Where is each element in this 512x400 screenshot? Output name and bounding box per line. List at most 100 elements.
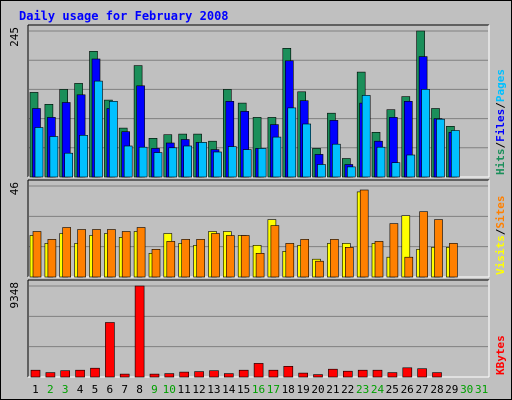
bar-pages-day-21 <box>332 143 341 178</box>
x-tick-label-day-23: 23 <box>356 383 369 396</box>
bar-pages-day-10 <box>168 147 178 178</box>
legend-item-sites: Sites <box>494 196 507 229</box>
bar-kbytes-day-21 <box>328 368 338 378</box>
bar-kbytes-day-11 <box>179 371 189 378</box>
bar-sites-day-10 <box>166 241 176 278</box>
bar-sites-day-23 <box>359 189 369 278</box>
x-tick-label-day-8: 8 <box>136 383 143 396</box>
x-tick-label-day-6: 6 <box>106 383 113 396</box>
x-tick-label-day-5: 5 <box>92 383 99 396</box>
x-tick-label-day-3: 3 <box>62 383 69 396</box>
bar-kbytes-day-28 <box>432 372 442 378</box>
bar-sites-day-6 <box>107 229 116 278</box>
bar-pages-day-8 <box>138 146 148 178</box>
bar-kbytes-day-14 <box>224 373 234 378</box>
bar-sites-day-13 <box>211 233 220 278</box>
x-tick-label-day-10: 10 <box>163 383 176 396</box>
bar-pages-day-9 <box>153 152 163 178</box>
bar-kbytes-day-16 <box>253 363 264 378</box>
legend-item-pages: Pages <box>494 69 507 102</box>
legend-separator: / <box>494 142 507 149</box>
bar-kbytes-day-5 <box>90 367 100 378</box>
bar-pages-day-17 <box>272 136 282 178</box>
legend-item-hits: Hits <box>494 149 507 176</box>
x-tick-label-day-29: 29 <box>445 383 458 396</box>
bar-pages-day-22 <box>346 166 356 178</box>
legend-hits-files-pages: Hits/Files/Pages <box>494 69 507 175</box>
legend-item-kbytes: KBytes <box>494 335 507 375</box>
bar-kbytes-day-9 <box>149 373 160 378</box>
x-tick-label-day-14: 14 <box>222 383 236 396</box>
bar-kbytes-day-13 <box>209 370 219 378</box>
bar-kbytes-day-24 <box>372 369 383 378</box>
bar-pages-day-23 <box>361 95 371 178</box>
bar-sites-day-20 <box>315 260 324 278</box>
bar-kbytes-day-15 <box>238 369 249 378</box>
bar-pages-day-18 <box>287 107 297 178</box>
bar-kbytes-day-26 <box>402 367 413 378</box>
bar-sites-day-4 <box>77 229 86 278</box>
legend-kbytes: KBytes <box>494 335 507 375</box>
bar-sites-day-9 <box>151 249 161 278</box>
bar-sites-day-1 <box>32 231 42 278</box>
bar-kbytes-day-27 <box>417 368 427 378</box>
x-tick-label-day-31: 31 <box>475 383 488 396</box>
bar-kbytes-day-20 <box>313 374 323 378</box>
bar-pages-day-19 <box>302 123 312 178</box>
x-tick-label-day-17: 17 <box>267 383 280 396</box>
bar-sites-day-2 <box>47 239 57 278</box>
x-tick-label-day-18: 18 <box>282 383 295 396</box>
x-tick-label-day-12: 12 <box>192 383 205 396</box>
x-tick-label-day-27: 27 <box>415 383 428 396</box>
bar-sites-day-7 <box>121 231 131 278</box>
legend-separator: / <box>494 228 507 235</box>
bar-sites-day-18 <box>285 243 295 278</box>
bar-pages-day-2 <box>49 136 59 178</box>
bar-pages-day-27 <box>421 89 430 178</box>
x-tick-label-day-13: 13 <box>207 383 220 396</box>
bar-sites-day-26 <box>404 256 414 278</box>
bar-sites-day-17 <box>270 225 280 278</box>
bar-kbytes-day-6 <box>105 322 115 378</box>
bar-kbytes-day-4 <box>75 369 85 378</box>
bar-kbytes-day-25 <box>387 372 398 378</box>
bar-sites-day-22 <box>344 247 354 278</box>
bar-sites-day-8 <box>136 227 146 278</box>
bar-pages-day-12 <box>198 142 207 178</box>
legend-item-files: Files <box>494 109 507 142</box>
bar-pages-day-7 <box>123 145 133 178</box>
x-tick-label-day-24: 24 <box>371 383 385 396</box>
bar-sites-day-5 <box>92 229 101 278</box>
bar-pages-day-26 <box>406 154 416 178</box>
bar-pages-day-5 <box>94 80 103 178</box>
x-tick-label-day-4: 4 <box>77 383 84 396</box>
bar-kbytes-day-22 <box>342 370 353 378</box>
x-tick-label-day-11: 11 <box>177 383 190 396</box>
bar-sites-day-27 <box>419 211 428 278</box>
bar-pages-day-15 <box>242 149 252 178</box>
bar-sites-day-14 <box>226 235 235 278</box>
bar-sites-day-19 <box>300 239 310 278</box>
ymax-label-kbytes: 9348 <box>8 282 21 309</box>
bar-kbytes-day-10 <box>164 373 175 378</box>
x-tick-label-day-28: 28 <box>430 383 443 396</box>
x-tick-label-day-16: 16 <box>252 383 265 396</box>
bar-kbytes-day-23 <box>357 369 368 378</box>
ymax-label-hits-files-pages: 245 <box>8 27 21 47</box>
bar-sites-day-29 <box>449 243 458 278</box>
x-tick-label-day-2: 2 <box>47 383 54 396</box>
ymax-label-visits-sites: 46 <box>8 182 21 195</box>
bar-sites-day-3 <box>62 227 72 278</box>
bar-sites-day-16 <box>255 253 265 278</box>
x-tick-label-day-26: 26 <box>401 383 414 396</box>
bar-pages-day-24 <box>376 146 386 178</box>
bar-sites-day-24 <box>374 241 384 278</box>
bar-kbytes-day-12 <box>194 371 204 378</box>
bar-kbytes-day-1 <box>30 369 41 378</box>
bar-pages-day-29 <box>451 130 460 178</box>
x-tick-label-day-25: 25 <box>386 383 399 396</box>
x-tick-label-day-19: 19 <box>296 383 309 396</box>
x-tick-label-day-7: 7 <box>121 383 128 396</box>
bar-pages-day-16 <box>257 148 267 178</box>
bar-pages-day-3 <box>64 152 73 178</box>
